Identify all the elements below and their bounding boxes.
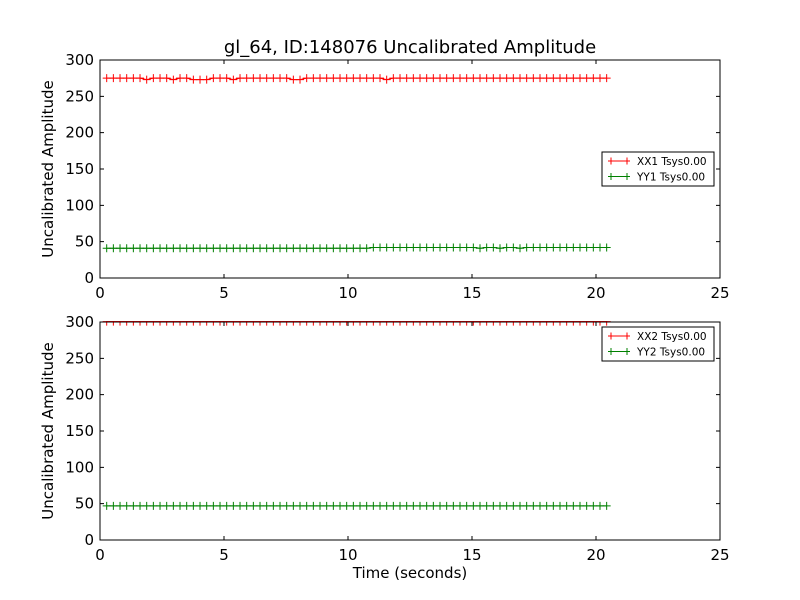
subplot-2: 0 5 10 15 20 25050100150200250300Uncalibrated… [39,313,730,582]
legend-label: YY1 Tsys0.00 [636,172,705,184]
y-tick-label: 300 [65,51,94,69]
data-point-marker [282,244,291,253]
x-tick-label: 25 [710,284,729,302]
y-tick-label: 50 [75,495,94,513]
x-tick-label: 5 [219,546,229,564]
legend-swatch [608,173,630,180]
y-axis-label: Uncalibrated Amplitude [39,80,57,257]
y-tick-label: 250 [65,87,94,105]
x-tick-label: 20 [586,546,605,564]
x-tick-label: 20 [586,284,605,302]
legend-swatch [608,348,630,355]
y-tick-label: 200 [65,124,94,142]
data-point-marker [142,75,151,84]
y-tick-label: 150 [65,422,94,440]
y-axis-label: Uncalibrated Amplitude [39,342,57,519]
data-point-marker [309,74,318,83]
x-tick-label: 10 [338,546,357,564]
legend-label: XX1 Tsys0.00 [637,156,707,168]
data-point-marker [449,501,458,510]
data-point-marker [602,74,611,83]
data-point-marker [602,501,611,510]
data-point-marker [496,244,505,253]
data-point-marker [476,244,485,253]
plot-area [102,321,611,510]
legend: XX1 Tsys0.00 YY1 Tsys0.00 [601,151,715,187]
data-point-marker [136,74,145,83]
data-point-marker [449,243,458,252]
data-point-marker [142,501,151,510]
data-point-marker [602,243,611,252]
data-point-marker [476,74,485,83]
chart-title: gl_64, ID:148076 Uncalibrated Amplitude [224,37,596,58]
subplot-1: 0 5 10 15 20 25050100150200250300Uncalibrated… [39,51,730,302]
data-point-marker [309,244,318,253]
legend-label: YY2 Tsys0.00 [636,347,705,359]
x-tick-label: 0 [95,284,105,302]
y-tick-label: 100 [65,196,94,214]
y-tick-label: 0 [84,531,94,549]
legend: XX2 Tsys0.00 YY2 Tsys0.00 [601,326,715,362]
data-point-marker [469,243,478,252]
x-tick-label: 10 [338,284,357,302]
y-tick-label: 50 [75,233,94,251]
y-tick-label: 250 [65,349,94,367]
legend-swatch [608,157,630,165]
data-point-marker [362,244,371,253]
x-axis-label: Time (seconds) [352,564,468,582]
data-point-marker [382,75,391,84]
data-point-marker [309,501,318,510]
data-point-marker [142,244,151,253]
plot-area [102,74,611,253]
data-point-marker [282,501,291,510]
y-tick-label: 300 [65,313,94,331]
y-tick-label: 150 [65,160,94,178]
data-point-marker [116,74,125,83]
data-point-marker [449,74,458,83]
data-point-marker [516,244,525,253]
data-point-marker [376,74,385,83]
x-tick-label: 0 [95,546,105,564]
data-point-marker [229,75,238,84]
data-point-marker [169,75,178,84]
x-tick-label: 15 [462,284,481,302]
data-point-marker [202,75,211,84]
legend-box [601,326,715,362]
y-tick-label: 0 [84,269,94,287]
y-tick-label: 100 [65,458,94,476]
x-tick-label: 15 [462,546,481,564]
data-point-marker [489,243,498,252]
data-point-marker [476,501,485,510]
data-point-marker [162,74,171,83]
data-point-marker [509,243,518,252]
y-tick-label: 200 [65,386,94,404]
x-tick-label: 25 [710,546,729,564]
data-point-marker [282,74,291,83]
legend-label: XX2 Tsys0.00 [637,331,707,343]
data-point-marker [116,244,125,253]
data-point-marker [116,501,125,510]
legend-swatch [608,332,630,340]
x-tick-label: 5 [219,284,229,302]
legend-box [601,151,715,187]
data-point-marker [222,74,231,83]
data-point-marker [182,74,191,83]
data-point-marker [296,75,305,84]
